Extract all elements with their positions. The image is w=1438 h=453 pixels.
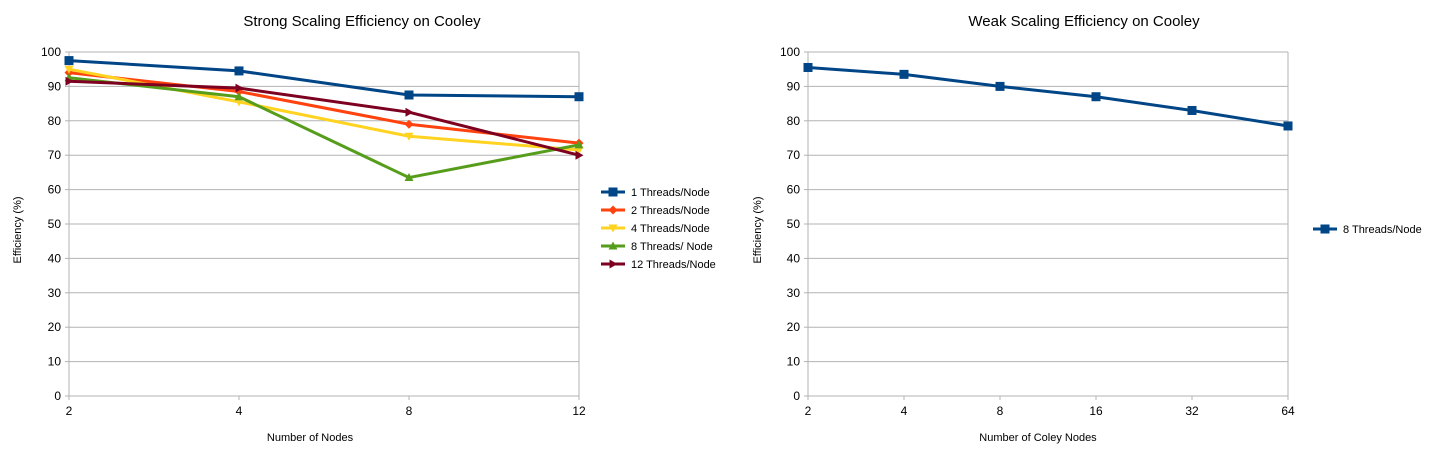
y-tick-label: 80 <box>48 114 62 128</box>
legend-label: 2 Threads/Node <box>631 205 710 217</box>
data-point <box>65 76 74 86</box>
data-point <box>235 83 244 93</box>
x-tick-label: 4 <box>901 404 908 418</box>
data-point <box>404 119 414 129</box>
series-line <box>807 65 1289 128</box>
y-tick-label: 20 <box>48 320 62 334</box>
weak-chart-y-axis-label: Efficiency (%) <box>752 196 764 263</box>
y-tick-label: 90 <box>48 79 62 93</box>
strong-chart-grid <box>65 51 580 400</box>
series-line <box>68 76 580 180</box>
data-point <box>574 146 584 155</box>
weak-chart-y-ticks: 0 10 20 30 40 50 60 70 80 90 100 <box>780 45 800 403</box>
y-tick-label: 10 <box>48 355 62 369</box>
y-tick-label: 20 <box>787 320 801 334</box>
data-point <box>803 62 813 72</box>
x-tick-label: 32 <box>1185 404 1199 418</box>
weak-chart-grid <box>804 51 1289 400</box>
y-tick-label: 40 <box>48 251 62 265</box>
series-line <box>68 79 580 157</box>
y-tick-label: 60 <box>48 183 62 197</box>
y-tick-label: 30 <box>48 286 62 300</box>
x-tick-label: 12 <box>572 404 586 418</box>
legend-marker <box>1320 224 1330 234</box>
y-tick-label: 50 <box>48 217 62 231</box>
strong-chart-legend: 1 Threads/Node 2 Threads/Node 4 Threads/No… <box>601 187 716 271</box>
strong-chart-series <box>64 56 584 182</box>
y-tick-label: 40 <box>787 251 801 265</box>
y-tick-label: 60 <box>787 183 801 197</box>
y-tick-label: 30 <box>787 286 801 300</box>
strong-chart-x-axis-label: Number of Nodes <box>267 432 354 444</box>
data-point <box>574 92 584 102</box>
data-point <box>1283 121 1293 131</box>
x-tick-label: 8 <box>406 404 413 418</box>
x-tick-label: 8 <box>997 404 1004 418</box>
y-tick-label: 10 <box>787 355 801 369</box>
data-point <box>404 132 414 141</box>
weak-chart-title: Weak Scaling Efficiency on Cooley <box>968 13 1200 30</box>
x-tick-label: 4 <box>236 404 243 418</box>
data-point <box>574 140 584 149</box>
weak-chart-x-ticks: 2 4 8 16 32 64 <box>805 404 1295 418</box>
legend-label: 12 Threads/Node <box>631 259 716 271</box>
y-tick-label: 80 <box>787 114 801 128</box>
data-point <box>64 65 74 74</box>
x-tick-label: 64 <box>1281 404 1295 418</box>
weak-chart-legend: 8 Threads/Node <box>1313 224 1422 236</box>
series-line <box>68 59 580 99</box>
y-tick-label: 50 <box>787 217 801 231</box>
data-point <box>899 69 909 79</box>
y-tick-label: 100 <box>780 45 800 59</box>
weak-scaling-chart: Weak Scaling Efficiency on Cooley 0 10 20 3… <box>752 13 1422 444</box>
data-point <box>1091 92 1101 102</box>
y-tick-label: 0 <box>793 389 800 403</box>
strong-chart-y-ticks: 0 10 20 30 40 50 60 70 80 90 100 <box>41 45 61 403</box>
strong-chart-title: Strong Scaling Efficiency on Cooley <box>243 13 481 30</box>
legend-label: 8 Threads/ Node <box>631 241 713 253</box>
legend-marker <box>608 187 618 197</box>
strong-chart-y-axis-label: Efficiency (%) <box>12 196 24 263</box>
legend-marker <box>609 259 618 269</box>
data-point <box>234 92 244 101</box>
legend-marker <box>608 205 618 215</box>
strong-scaling-chart: Strong Scaling Efficiency on Cooley 0 10 2… <box>12 13 716 444</box>
data-point <box>405 107 414 117</box>
data-point <box>1187 105 1197 115</box>
x-tick-label: 2 <box>805 404 812 418</box>
data-point <box>575 150 584 160</box>
data-point <box>404 173 414 182</box>
legend-label: 1 Threads/Node <box>631 187 710 199</box>
data-point <box>995 81 1005 91</box>
strong-chart-x-ticks: 2 4 8 12 <box>66 404 586 418</box>
data-point <box>64 56 74 66</box>
y-tick-label: 100 <box>41 45 61 59</box>
y-tick-label: 70 <box>787 148 801 162</box>
data-point <box>404 90 414 100</box>
data-point <box>234 66 244 76</box>
legend-marker <box>608 224 618 233</box>
data-point <box>234 98 244 107</box>
y-tick-label: 0 <box>54 389 61 403</box>
x-tick-label: 2 <box>66 404 73 418</box>
weak-chart-x-axis-label: Number of Coley Nodes <box>979 432 1097 444</box>
legend-label: 4 Threads/Node <box>631 223 710 235</box>
legend-marker <box>608 241 618 250</box>
x-tick-label: 16 <box>1089 404 1103 418</box>
y-tick-label: 70 <box>48 148 62 162</box>
weak-chart-series <box>803 62 1293 131</box>
legend-label: 8 Threads/Node <box>1343 224 1422 236</box>
y-tick-label: 90 <box>787 79 801 93</box>
